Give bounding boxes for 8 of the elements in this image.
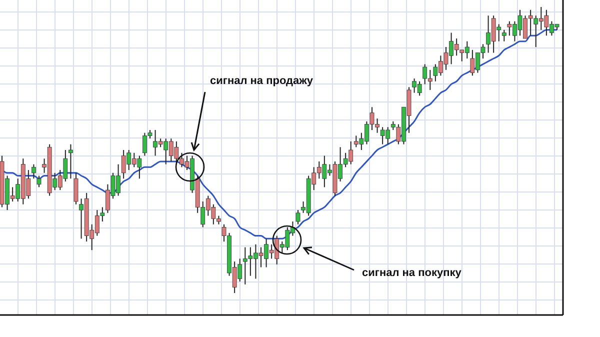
candlestick [296, 210, 300, 225]
annotation: сигнал на продажу [210, 75, 314, 87]
candlestick [502, 29, 506, 42]
candlestick [74, 172, 78, 205]
candlestick [68, 144, 73, 180]
candlestick [32, 164, 36, 180]
annotation: сигнал на покупку [362, 267, 462, 279]
candlestick [36, 175, 42, 188]
